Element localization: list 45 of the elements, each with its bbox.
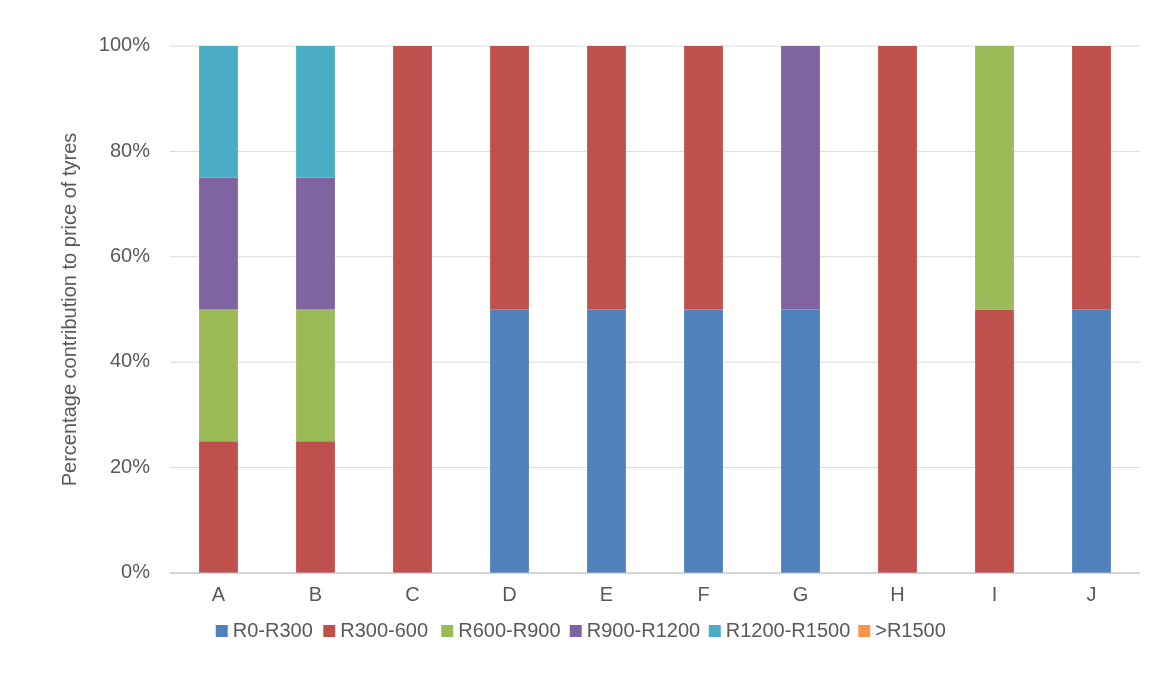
- x-tick-label: G: [792, 583, 809, 605]
- bar: [296, 441, 335, 573]
- bar: [296, 177, 335, 310]
- bar: [1072, 46, 1111, 310]
- x-tick-label: I: [991, 583, 998, 605]
- bar: [199, 46, 238, 178]
- legend-label: R300-600: [340, 619, 429, 642]
- x-tick-label: H: [890, 583, 905, 605]
- y-tick-label: 0%: [121, 560, 151, 583]
- x-tick-label: F: [697, 583, 710, 605]
- y-tick-label: 100%: [98, 33, 151, 56]
- y-tick-label: 40%: [109, 349, 151, 372]
- bar: [975, 46, 1014, 310]
- bar: [975, 309, 1014, 573]
- bar: [781, 309, 820, 573]
- legend-label: R1200-R1500: [725, 619, 851, 642]
- x-tick-label: E: [599, 583, 614, 605]
- x-tick-label: D: [502, 583, 517, 605]
- y-axis-title: Percentage contribution to price of tyres: [58, 132, 80, 487]
- bar: [199, 441, 238, 573]
- bar: [199, 177, 238, 310]
- bar: [393, 46, 432, 573]
- legend-label: R600-R900: [458, 619, 561, 642]
- legend-label: R0-R300: [232, 619, 313, 642]
- x-tick-label: J: [1086, 583, 1097, 605]
- legend-label: R900-R1200: [586, 619, 701, 642]
- bar: [199, 309, 238, 442]
- bar: [684, 309, 723, 573]
- x-tick-label: C: [405, 583, 420, 605]
- bar: [684, 46, 723, 310]
- bar: [1072, 309, 1111, 573]
- x-tick-label: B: [308, 583, 323, 605]
- y-tick-label: 20%: [109, 454, 151, 477]
- bar: [490, 309, 529, 573]
- bar: [587, 309, 626, 573]
- y-tick-label: 60%: [109, 244, 151, 267]
- bar: [490, 46, 529, 310]
- bar: [587, 46, 626, 310]
- bar: [878, 46, 917, 573]
- x-tick-label: A: [211, 583, 226, 605]
- bar: [781, 46, 820, 310]
- bar: [296, 309, 335, 442]
- legend-label: >R1500: [875, 619, 946, 642]
- bar: [296, 46, 335, 178]
- y-tick-label: 80%: [109, 138, 151, 161]
